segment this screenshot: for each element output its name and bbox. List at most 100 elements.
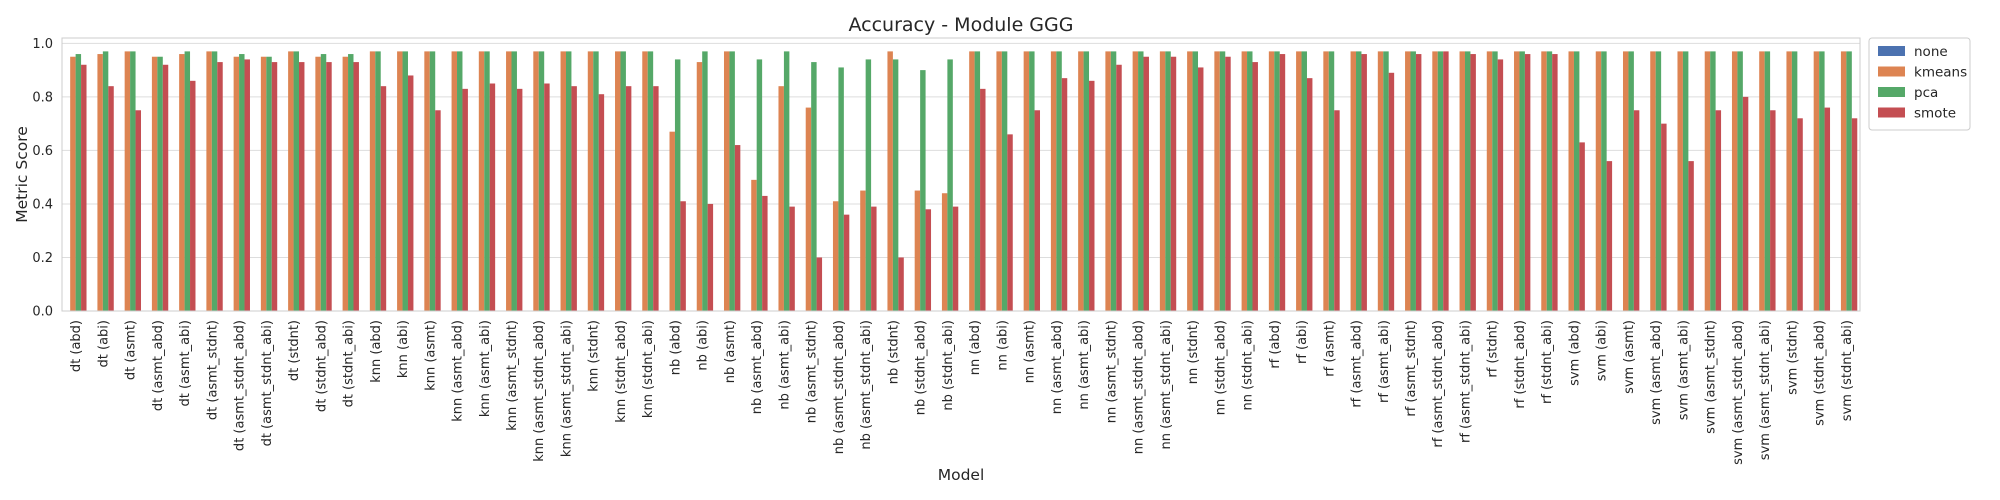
bar-kmeans — [1650, 51, 1656, 311]
bar-pca — [702, 51, 708, 311]
x-tick-label: svm (asmt_abi) — [1676, 320, 1691, 420]
bar-smote — [516, 88, 523, 312]
bar-kmeans — [1405, 51, 1411, 311]
x-tick-label: nb (asmt_abd) — [750, 320, 765, 414]
bar-smote — [353, 62, 359, 312]
bar-smote — [380, 86, 387, 311]
bar-smote — [1524, 54, 1531, 311]
bar-pca — [320, 54, 327, 311]
bar-smote — [217, 62, 223, 312]
bar-pca — [511, 51, 517, 311]
x-tick-label: nb (abi) — [696, 320, 711, 371]
bar-pca — [1301, 51, 1307, 311]
bar-kmeans — [1241, 51, 1248, 311]
x-tick-label: nb (asmt_stdnt_abd) — [832, 320, 847, 454]
chart-title: Accuracy - Module GGG — [849, 14, 1074, 36]
x-tick-label: knn (abi) — [396, 320, 411, 378]
x-tick-label: nn (asmt_stdnt_abi) — [1159, 320, 1174, 450]
bar-smote — [544, 83, 550, 311]
bar-pca — [457, 51, 463, 311]
x-tick-label: dt (stdnt) — [287, 320, 302, 381]
bar-kmeans — [1105, 51, 1111, 311]
x-tick-label: nn (abi) — [995, 320, 1010, 371]
x-tick-label: svm (asmt_abd) — [1649, 320, 1664, 425]
bar-pca — [1274, 51, 1280, 311]
bar-pca — [892, 59, 899, 311]
bar-kmeans — [1023, 51, 1030, 311]
bar-pca — [838, 67, 844, 311]
y-axis-label: Metric Score — [13, 126, 31, 223]
x-tick-label: knn (asmt) — [423, 320, 438, 391]
x-tick-label: rf (stdnt_abd) — [1513, 320, 1528, 409]
bar-smote — [1742, 96, 1749, 311]
x-tick-label: svm (asmt_stdnt) — [1704, 320, 1719, 434]
bar-smote — [1579, 142, 1585, 311]
bar-kmeans — [179, 54, 185, 311]
bar-smote — [1688, 161, 1694, 311]
bar-pca — [1110, 51, 1117, 311]
bar-smote — [271, 62, 278, 312]
bar-smote — [1143, 56, 1149, 312]
bar-smote — [925, 209, 932, 311]
x-tick-label: rf (abi) — [1295, 320, 1310, 364]
bar-pca — [266, 56, 272, 312]
bar-pca — [538, 51, 545, 311]
y-tick-label: 0.4 — [32, 197, 53, 212]
bar-smote — [244, 59, 250, 311]
bar-smote — [843, 214, 850, 311]
x-axis-label: Model — [938, 466, 985, 484]
bar-smote — [1252, 62, 1258, 312]
bar-smote — [1116, 64, 1122, 311]
bar-kmeans — [1214, 51, 1220, 311]
x-tick-label: rf (stdnt) — [1486, 320, 1501, 378]
bar-kmeans — [723, 51, 730, 311]
bar-pca — [1083, 51, 1090, 311]
x-tick-label: nb (asmt) — [723, 320, 738, 383]
bar-pca — [1464, 51, 1471, 311]
bar-smote — [1715, 110, 1722, 311]
bar-pca — [1819, 51, 1825, 311]
x-tick-label: svm (abd) — [1567, 320, 1582, 386]
legend-swatch-none — [1878, 46, 1905, 56]
x-tick-label: knn (stdnt_abi) — [641, 320, 656, 418]
bar-smote — [653, 86, 659, 311]
x-tick-label: nb (stdnt_abi) — [941, 320, 956, 411]
bar-kmeans — [124, 51, 131, 311]
bar-smote — [680, 201, 686, 311]
bar-pca — [293, 51, 300, 311]
bar-kmeans — [669, 131, 675, 311]
x-tick-label: rf (stdnt_abi) — [1540, 320, 1555, 404]
bar-pca — [1356, 51, 1362, 311]
x-tick-label: knn (asmt_stdnt_abi) — [559, 320, 574, 457]
x-tick-labels: dt (abd) dt (abi) dt (asmt) dt (asmt_abd) dt… — [69, 320, 1855, 465]
bar-pca — [620, 51, 626, 311]
x-tick-label: nn (asmt_abi) — [1077, 320, 1092, 410]
bar-smote — [1279, 54, 1286, 311]
bar-kmeans — [424, 51, 430, 311]
bar-kmeans — [1350, 51, 1357, 311]
bar-pca — [1328, 51, 1335, 311]
bar-kmeans — [696, 62, 703, 312]
bar-pca — [1546, 51, 1553, 311]
legend-label-kmeans: kmeans — [1914, 65, 1967, 81]
x-tick-label: svm (stdnt_abi) — [1840, 320, 1855, 421]
x-tick-label: rf (asmt_stdnt_abi) — [1458, 320, 1473, 443]
bar-smote — [1198, 67, 1204, 311]
bar-kmeans — [1759, 51, 1765, 311]
bar-smote — [1797, 118, 1803, 311]
bar-kmeans — [751, 179, 757, 311]
bars-group — [70, 51, 1858, 312]
bar-kmeans — [451, 51, 458, 311]
x-tick-label: dt (abd) — [69, 320, 84, 372]
bar-pca — [1846, 51, 1852, 311]
bar-kmeans — [1541, 51, 1547, 311]
bar-kmeans — [1296, 51, 1302, 311]
bar-kmeans — [1568, 51, 1574, 311]
x-tick-label: rf (abd) — [1268, 320, 1283, 369]
bar-kmeans — [206, 51, 212, 311]
bar-pca — [811, 62, 817, 312]
bar-kmeans — [533, 51, 539, 311]
x-tick-label: rf (asmt_stdnt_abd) — [1431, 320, 1446, 448]
x-tick-label: dt (asmt_abd) — [151, 320, 166, 411]
